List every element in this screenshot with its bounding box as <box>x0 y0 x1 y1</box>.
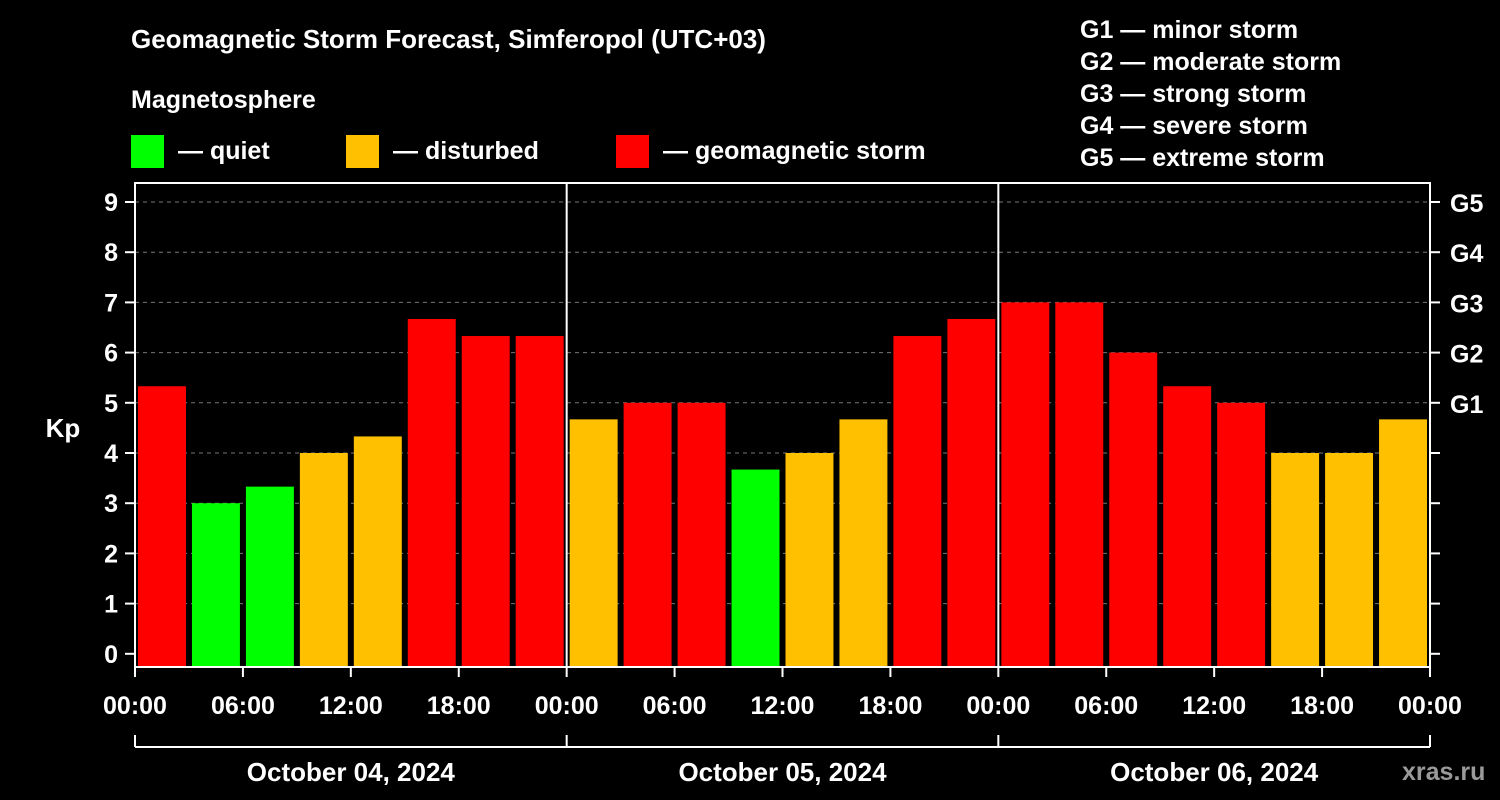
kp-bar <box>1325 453 1374 667</box>
day-label: October 05, 2024 <box>678 757 887 787</box>
y-tick-label: 6 <box>104 340 118 368</box>
x-tick-label: 18:00 <box>427 692 491 720</box>
kp-bar <box>353 436 402 667</box>
legend-item-disturbed: — disturbed <box>346 134 539 168</box>
y-tick-label: 3 <box>104 490 118 518</box>
x-tick-label: 12:00 <box>1182 692 1246 720</box>
kp-bar <box>407 318 456 667</box>
legend-label-quiet: — quiet <box>178 136 270 165</box>
x-tick-label: 12:00 <box>319 692 383 720</box>
kp-bar <box>1379 419 1427 667</box>
legend-swatch-quiet <box>131 134 164 168</box>
kp-bar <box>245 486 294 667</box>
day-label: October 06, 2024 <box>1110 757 1319 787</box>
legend-label-disturbed: — disturbed <box>393 136 539 165</box>
g-scale-item: G3 — strong storm <box>1080 80 1307 108</box>
y-axis-label: Kp <box>46 413 81 443</box>
x-tick-label: 06:00 <box>211 692 275 720</box>
legend-swatch-disturbed <box>346 134 379 168</box>
kp-bar <box>138 386 186 667</box>
legend-item-quiet: — quiet <box>131 134 270 168</box>
kp-bar <box>191 503 240 667</box>
kp-bar <box>569 419 618 667</box>
g-scale-item: G1 — minor storm <box>1080 16 1299 44</box>
g-scale-item: G2 — moderate storm <box>1080 48 1342 76</box>
kp-bar <box>785 453 834 667</box>
legend-label-storm: — geomagnetic storm <box>663 136 926 165</box>
y-tick-label: 4 <box>104 440 118 468</box>
kp-bar <box>677 402 726 667</box>
x-tick-label: 18:00 <box>858 692 922 720</box>
kp-bar <box>731 469 780 667</box>
x-tick-label: 06:00 <box>1074 692 1138 720</box>
y-tick-label: 8 <box>104 239 118 267</box>
y-tick-label: 5 <box>104 390 118 418</box>
legend-swatch-storm <box>616 134 649 168</box>
y-tick-label: 2 <box>104 540 118 568</box>
kp-bar <box>1109 352 1158 667</box>
x-tick-label: 12:00 <box>751 692 815 720</box>
kp-bar <box>839 419 888 667</box>
g-scale-item: G5 — extreme storm <box>1080 144 1325 172</box>
kp-bar <box>947 318 996 667</box>
watermark: xras.ru <box>1402 758 1486 786</box>
x-tick-label: 18:00 <box>1290 692 1354 720</box>
x-tick-label: 06:00 <box>643 692 707 720</box>
y-tick-label: 7 <box>104 289 118 317</box>
legend-heading: Magnetosphere <box>131 86 316 114</box>
g-level-label: G3 <box>1450 290 1483 318</box>
kp-bar <box>515 336 564 667</box>
x-tick-label: 00:00 <box>966 692 1030 720</box>
g-level-label: G5 <box>1450 190 1483 218</box>
kp-bar <box>299 453 348 667</box>
kp-bar <box>893 336 942 667</box>
g-scale-legend: G1 — minor storm G2 — moderate storm G3 … <box>1080 14 1341 174</box>
y-tick-label: 0 <box>104 641 118 669</box>
x-tick-label: 00:00 <box>535 692 599 720</box>
kp-bar <box>1163 386 1212 667</box>
legend-item-storm: — geomagnetic storm <box>616 134 926 168</box>
kp-bar <box>623 402 672 667</box>
kp-bar <box>461 336 510 667</box>
chart-title: Geomagnetic Storm Forecast, Simferopol (… <box>131 24 766 54</box>
g-scale-item: G4 — severe storm <box>1080 112 1308 140</box>
kp-bar <box>1001 302 1050 667</box>
g-level-label: G4 <box>1450 240 1483 268</box>
y-tick-label: 9 <box>104 189 118 217</box>
y-tick-label: 1 <box>104 591 118 619</box>
kp-bar <box>1055 302 1104 667</box>
kp-bar <box>1217 402 1266 667</box>
g-level-label: G2 <box>1450 341 1483 369</box>
x-tick-label: 00:00 <box>1398 692 1462 720</box>
x-tick-label: 00:00 <box>103 692 167 720</box>
kp-bar <box>1271 453 1320 667</box>
day-label: October 04, 2024 <box>247 757 456 787</box>
g-level-label: G1 <box>1450 391 1483 419</box>
